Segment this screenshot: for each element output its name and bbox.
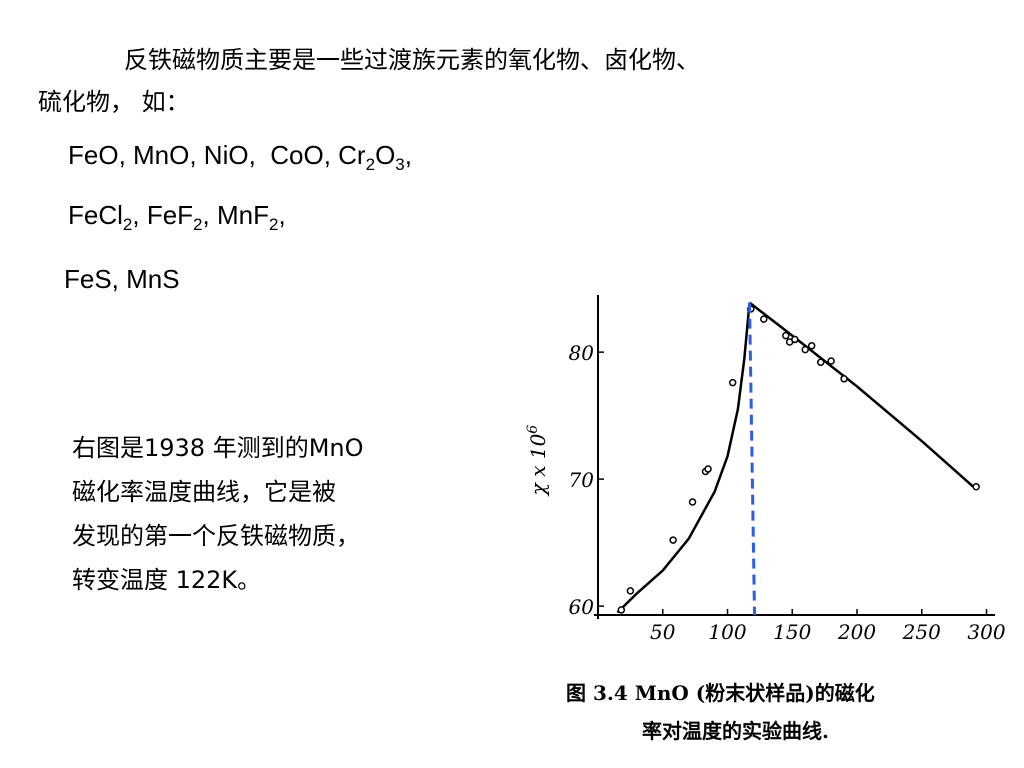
- data-point: [704, 465, 712, 473]
- data-point: [760, 315, 768, 323]
- formula-text: , FeF: [132, 200, 194, 230]
- x-tick-label: 250: [902, 620, 941, 644]
- subscript: 2: [365, 155, 376, 174]
- transition-line: [748, 302, 757, 616]
- note-line: 磁化率温度曲线，它是被: [72, 478, 336, 506]
- formula-text: FeO, MnO, NiO, CoO, Cr: [68, 140, 366, 170]
- data-point: [817, 358, 825, 367]
- note-line: 发现的第一个反铁磁物质，: [72, 522, 360, 550]
- label-text: χ x 10: [526, 433, 550, 497]
- formula-line: FeO, MnO, NiO, CoO, Cr2O3,: [68, 140, 412, 175]
- x-tick-label: 50: [650, 620, 676, 644]
- caption-line: 率对温度的实验曲线.: [642, 719, 829, 743]
- caption-line: 图 3.4 MnO (粉末状样品)的磁化: [566, 681, 875, 705]
- formula-line: FeS, MnS: [64, 264, 180, 295]
- data-point: [972, 482, 980, 491]
- data-point: [728, 378, 737, 387]
- note-line: 转变温度 122K。: [72, 566, 262, 594]
- data-point: [827, 357, 835, 365]
- data-point: [807, 342, 816, 350]
- formula-text: , MnF: [202, 200, 269, 230]
- y-tick-label: 70: [569, 468, 595, 492]
- formula-text: ,: [278, 200, 286, 230]
- formula-text: FeCl: [68, 200, 123, 230]
- curve: [748, 301, 977, 491]
- intro-line: 硫化物， 如：: [38, 88, 190, 116]
- formula-line: FeCl2, FeF2, MnF2,: [68, 200, 286, 235]
- x-tick-label: 200: [837, 620, 876, 644]
- subscript: 3: [395, 155, 405, 174]
- data-point: [669, 536, 677, 544]
- y-tick-label: 80: [569, 341, 595, 365]
- subscript: 2: [268, 215, 279, 234]
- data-point: [791, 335, 799, 344]
- y-axis-label: χ x 106: [525, 425, 550, 498]
- data-point: [840, 375, 848, 383]
- subscript: 2: [193, 215, 203, 234]
- x-tick-label: 150: [773, 620, 811, 644]
- note: 右图是1938 年测到的MnO 磁化率温度曲线，它是被 发现的第一个反铁磁物质，…: [72, 426, 364, 602]
- x-tick-label: 100: [708, 620, 746, 644]
- note-line: 右图是1938 年测到的MnO: [72, 434, 364, 462]
- data-point: [626, 587, 635, 595]
- data-point: [688, 498, 697, 506]
- data-point: [801, 345, 809, 354]
- y-tick-label: 60: [569, 595, 595, 619]
- curve: [616, 302, 751, 614]
- formula-text: O: [375, 140, 396, 170]
- superscript: 6: [525, 425, 541, 434]
- formula-text: FeS, MnS: [64, 264, 180, 294]
- x-tick-label: 300: [967, 620, 1005, 644]
- formula-text: ,: [404, 140, 412, 170]
- data-point: [782, 331, 790, 340]
- data-point: [617, 606, 626, 614]
- subscript: 2: [122, 215, 133, 234]
- intro-line: 反铁磁物质主要是一些过渡族元素的氧化物、卤化物、: [124, 46, 700, 74]
